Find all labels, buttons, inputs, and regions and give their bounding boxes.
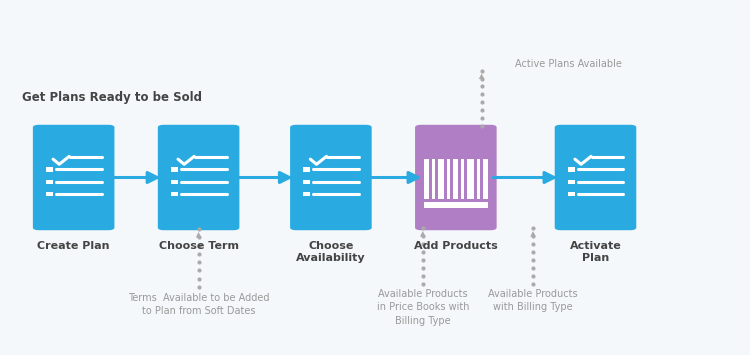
Bar <box>303 192 310 196</box>
Text: Create Plan: Create Plan <box>38 241 110 251</box>
Bar <box>438 159 445 199</box>
Bar <box>467 159 474 199</box>
Bar <box>46 168 53 172</box>
Bar <box>171 180 178 184</box>
Bar <box>568 168 575 172</box>
Text: Active Plans Available: Active Plans Available <box>514 59 622 69</box>
FancyBboxPatch shape <box>415 125 497 230</box>
Bar <box>568 180 575 184</box>
Text: Choose Term: Choose Term <box>158 241 238 251</box>
Bar <box>171 192 178 196</box>
Bar <box>448 159 450 199</box>
Text: Terms  Available to be Added
to Plan from Soft Dates: Terms Available to be Added to Plan from… <box>128 293 269 316</box>
Bar <box>424 202 488 208</box>
Bar <box>461 159 464 199</box>
Bar <box>171 168 178 172</box>
Text: Get Plans Ready to be Sold: Get Plans Ready to be Sold <box>22 91 202 104</box>
Bar <box>303 180 310 184</box>
Bar <box>483 159 488 199</box>
Bar <box>46 180 53 184</box>
Text: Add Products: Add Products <box>414 241 498 251</box>
Text: Available Products
with Billing Type: Available Products with Billing Type <box>488 289 578 312</box>
Bar <box>477 159 480 199</box>
Bar <box>424 159 429 199</box>
Text: Activate
Plan: Activate Plan <box>570 241 621 262</box>
FancyBboxPatch shape <box>555 125 636 230</box>
Text: Available Products
in Price Books with
Billing Type: Available Products in Price Books with B… <box>376 289 469 326</box>
Text: Choose
Availability: Choose Availability <box>296 241 366 262</box>
Bar <box>568 192 575 196</box>
FancyBboxPatch shape <box>33 125 115 230</box>
FancyBboxPatch shape <box>158 125 239 230</box>
FancyBboxPatch shape <box>290 125 372 230</box>
Bar <box>303 168 310 172</box>
Bar <box>453 159 458 199</box>
Bar <box>432 159 435 199</box>
Bar <box>46 192 53 196</box>
